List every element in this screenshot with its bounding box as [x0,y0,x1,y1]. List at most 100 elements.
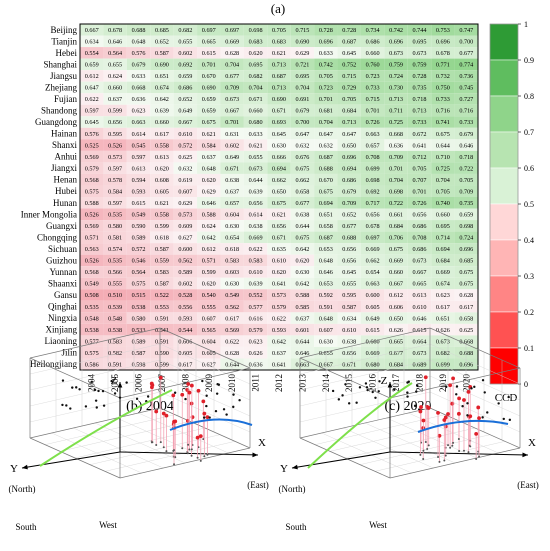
heatmap-cell [197,197,221,209]
x-axis-direction: (East) [517,480,539,490]
heatmap-cell [454,47,478,59]
box-edge [429,375,521,417]
heatmap-cell [220,231,244,244]
heatmap-cell [454,358,478,370]
heatmap-cell [173,208,198,221]
province-label: Hebei [56,48,78,58]
heatmap-cell [267,346,291,359]
colorbar-step [489,131,519,169]
heatmap-cell [454,220,478,232]
heatmap-cell [384,24,408,36]
heatmap-cell [290,93,315,105]
wall-point [364,382,368,385]
heatmap-value: 0.659 [202,96,216,103]
heatmap-cell [173,335,198,347]
heatmap-cell [150,289,174,301]
heatmap-cell [126,277,151,290]
heatmap-value: 0.729 [342,85,356,92]
heatmap-cell [337,358,361,370]
year-label: 2013 [297,374,307,393]
heatmap-value: 0.668 [132,85,146,92]
year-label: 2011 [251,374,261,392]
heatmap-value: 0.544 [178,327,192,334]
heatmap-value: 0.610 [342,327,356,334]
heatmap-cell [290,266,315,278]
heatmap-cell [220,150,244,163]
axis-arrowhead [117,382,123,388]
heatmap-cell [360,162,385,174]
colorbar-tick-label: 0.6 [524,164,534,173]
wall-point [205,394,208,397]
heatmap-cell [173,127,198,140]
heatmap-cell [243,116,268,128]
box-edge [119,367,251,399]
heatmap-value: 0.569 [85,223,99,230]
heatmap-cell [431,162,455,174]
heatmap-cell [384,93,408,105]
heatmap-value: 0.613 [155,154,169,161]
heatmap-value: 0.656 [272,223,286,230]
heatmap-value: 0.606 [178,338,192,345]
wall-point [125,381,128,384]
heatmap-value: 0.698 [459,223,473,230]
floor-point [150,441,153,444]
heatmap-value: 0.658 [295,188,309,195]
heatmap-cell [220,104,244,117]
heatmap-cell [197,208,221,221]
wall-point [61,403,64,407]
heatmap-cell [337,197,361,209]
heatmap-cell [360,289,385,301]
wall-point [406,391,409,394]
heatmap-value: 0.606 [389,304,403,311]
heatmap-value: 0.708 [413,235,427,242]
heatmap-value: 0.605 [178,350,192,357]
heatmap-cell [220,208,244,221]
heatmap-value: 0.588 [85,200,99,207]
heatmap-cell [360,254,385,267]
heatmap-cell [314,35,338,48]
heatmap-value: 0.652 [178,96,192,103]
heatmap-cell [150,70,174,82]
heatmap-cell [337,335,361,347]
heatmap-value: 0.732 [436,73,450,80]
heatmap-cell [407,139,432,151]
box-edge [389,447,521,479]
heatmap-cell [150,358,174,370]
heatmap-cell [126,162,151,174]
floor-point [462,449,465,452]
heatmap-value: 0.660 [249,108,263,115]
heatmap-value: 0.733 [366,85,380,92]
heatmap-cell [360,208,385,221]
y-axis-direction: (North) [279,484,306,494]
heatmap-cell [173,173,198,186]
heatmap-value: 0.533 [132,327,146,334]
heatmap-cell [267,173,291,186]
heatmap-cell [243,162,268,174]
wall-point [90,380,94,383]
province-label: Shandong [41,106,78,116]
heatmap-value: 0.573 [108,154,122,161]
heatmap-value: 0.602 [178,50,192,57]
heatmap-value: 0.626 [249,350,263,357]
heatmap-cell [454,173,478,186]
heatmap-cell [431,254,455,267]
heatmap-cell [197,93,221,105]
colorbar-step [489,23,519,61]
heatmap-value: 0.656 [249,200,263,207]
heatmap-cell [150,323,174,336]
heatmap-cell [220,173,244,186]
heatmap-cell [126,254,151,267]
heatmap-cell [290,116,315,128]
heatmap-value: 0.649 [225,154,239,161]
heatmap-cell [314,243,338,255]
heatmap-value: 0.704 [389,177,403,184]
heatmap-cell [337,162,361,174]
heatmap-cell [80,335,104,347]
heatmap-cell [126,70,151,82]
heatmap-value: 0.658 [459,315,473,322]
heatmap-value: 0.644 [436,142,450,149]
heatmap-cell [454,323,478,336]
box-edge [429,343,521,385]
heatmap-value: 0.725 [436,165,450,172]
wall-point [416,384,419,387]
